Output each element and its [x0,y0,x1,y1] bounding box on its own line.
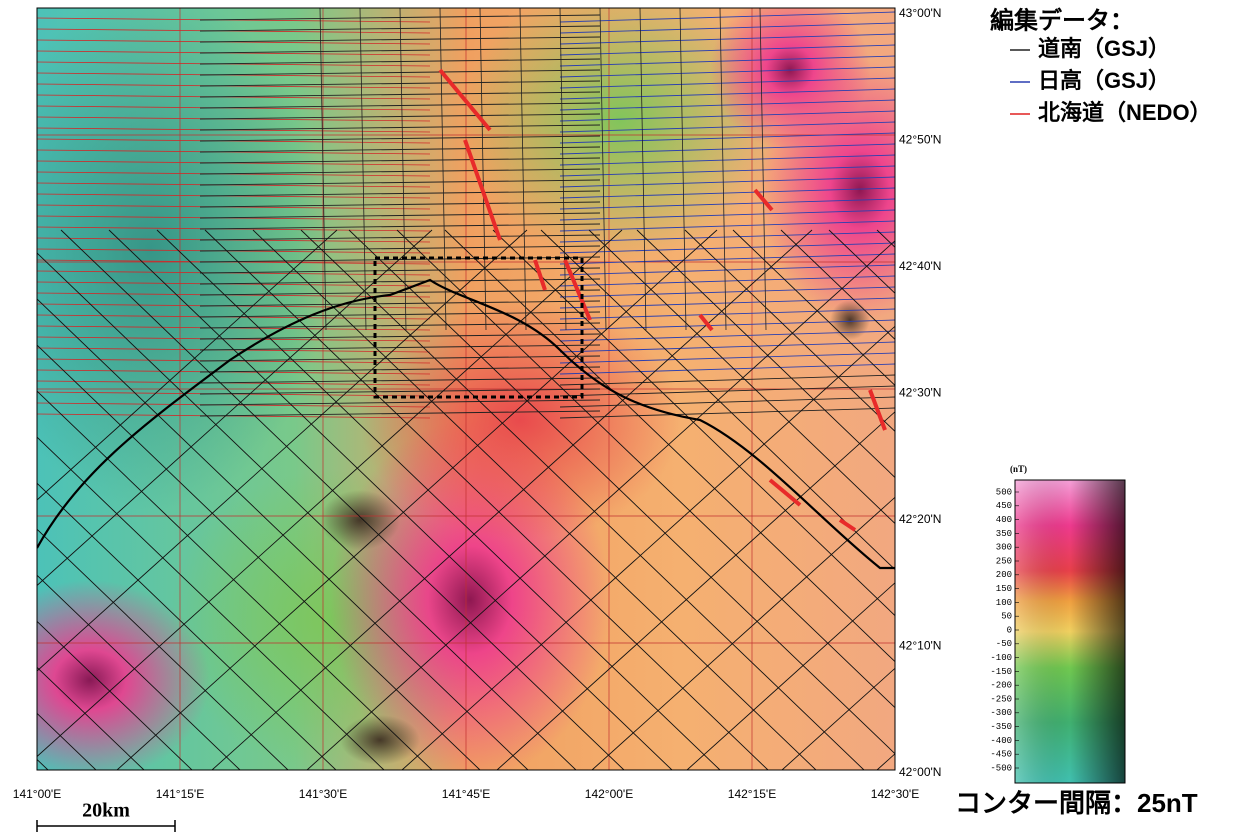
colorbar-tick-label: -100 [990,653,1012,663]
lon-label: 141°30'E [299,787,347,801]
scale-label: 20km [82,800,130,822]
legend-label: 北海道（NEDO） [1038,100,1212,125]
lat-label: 42°40'N [899,259,941,273]
colorbar-tick-label: 350 [996,529,1012,539]
colorbar-tick-label: -150 [990,667,1012,677]
figure: 43°00'N 42°50'N 42°40'N 42°30'N 42°20'N 42°10… [0,0,1249,834]
colorbar-tick-label: -400 [990,736,1012,746]
colorbar-tick-label: 200 [996,570,1012,580]
lon-label: 141°00'E [13,787,61,801]
colorbar-tick-label: 500 [996,487,1012,497]
colorbar-tick-label: -50 [996,639,1012,649]
colorbar-tick-label: -200 [990,681,1012,691]
colorbar-tick-label: 100 [996,598,1012,608]
colorbar-tick-label: -350 [990,722,1012,732]
colorbar-tick-label: 50 [1001,612,1012,622]
lon-label: 142°30'E [871,787,919,801]
colorbar-shade [1015,480,1125,783]
colorbar-tick-label: -450 [990,750,1012,760]
colorbar-tick-label: 450 [996,501,1012,511]
colorbar-tick-label: 150 [996,584,1012,594]
contour-interval: コンター間隔：25nT [955,788,1198,818]
colorbar-tick-label: 0 [1007,625,1012,635]
colorbar-unit: (nT) [1010,464,1027,474]
colorbar-tick-label: -300 [990,708,1012,718]
colorbar-tick-label: 400 [996,515,1012,525]
legend-label: 道南（GSJ） [1038,36,1170,61]
lon-label: 141°45'E [442,787,490,801]
legend-label: 日高（GSJ） [1038,68,1170,93]
page: 43°00'N 42°50'N 42°40'N 42°30'N 42°20'N 42°10… [0,0,1249,834]
colorbar-tick-label: -250 [990,694,1012,704]
lat-label: 42°20'N [899,512,941,526]
lon-label: 142°00'E [585,787,633,801]
lat-label: 42°50'N [899,133,941,147]
lon-label: 141°15'E [156,787,204,801]
colorbar-tick-label: -500 [990,763,1012,773]
lat-label: 43°00'N [899,6,941,20]
legend: 道南（GSJ） 日高（GSJ） 北海道（NEDO） [1010,36,1212,125]
colorbar-tick-label: 250 [996,556,1012,566]
legend-title: 編集データ： [990,6,1134,34]
lat-label: 42°10'N [899,639,941,653]
colorbar-tick-label: 300 [996,543,1012,553]
lat-label: 42°30'N [899,386,941,400]
lat-label: 42°00'N [899,765,941,779]
lon-label: 142°15'E [728,787,776,801]
